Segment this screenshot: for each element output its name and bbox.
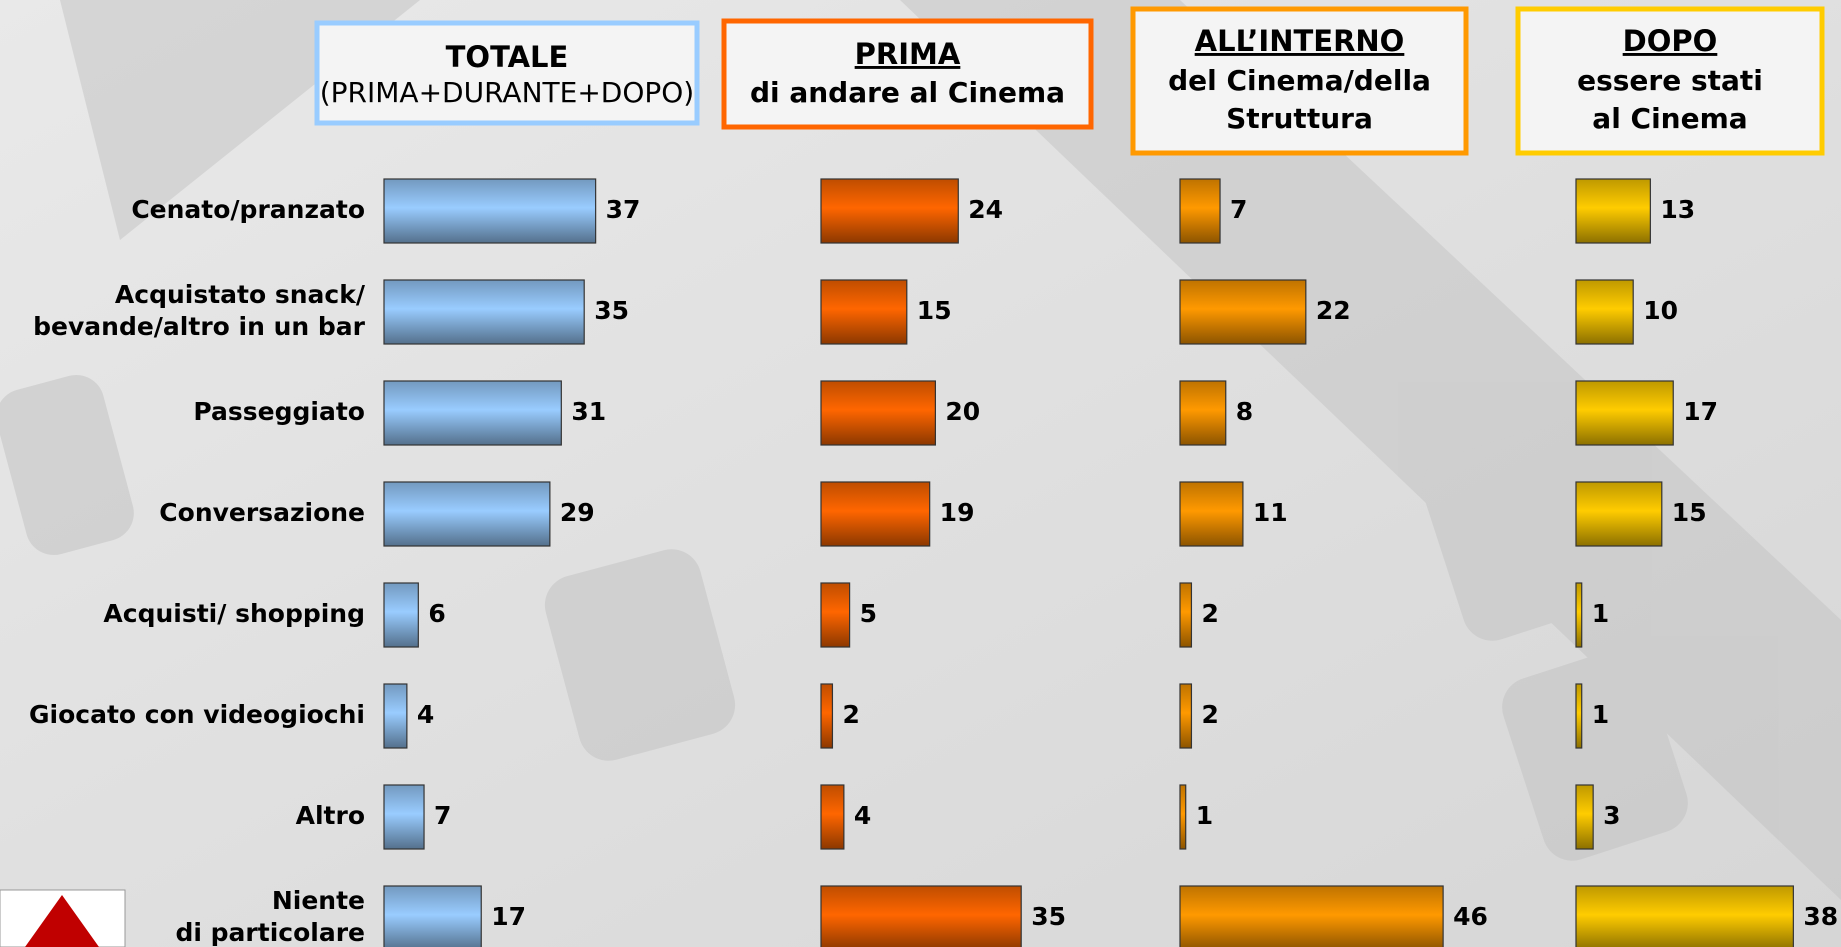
value-label: 13: [1660, 195, 1695, 224]
value-label: 6: [428, 599, 445, 628]
value-label: 8: [1236, 397, 1253, 426]
value-label: 10: [1643, 296, 1678, 325]
bar: [820, 481, 931, 547]
bar: [820, 582, 851, 648]
value-label: 17: [491, 902, 526, 931]
value-label: 19: [940, 498, 975, 527]
value-label: 4: [854, 801, 871, 830]
value-label: 11: [1253, 498, 1288, 527]
bar: [820, 380, 937, 446]
value-label: 4: [417, 700, 434, 729]
category-label: Giocato con videogiochi: [29, 700, 365, 729]
header-title: DOPO: [1623, 24, 1718, 58]
value-label: 2: [1201, 700, 1218, 729]
bar: [1575, 481, 1663, 547]
bar: [383, 582, 419, 648]
value-label: 7: [434, 801, 451, 830]
value-label: 24: [968, 195, 1003, 224]
value-label: 1: [1592, 700, 1609, 729]
value-label: 2: [842, 700, 859, 729]
bar: [383, 481, 551, 547]
bar: [383, 178, 597, 244]
bar: [820, 885, 1022, 947]
bar: [1575, 683, 1583, 749]
header-title: ALL’INTERNO: [1195, 24, 1405, 58]
value-label: 3: [1603, 801, 1620, 830]
logo-mark: [25, 895, 99, 947]
value-label: 22: [1316, 296, 1351, 325]
value-label: 1: [1196, 801, 1213, 830]
value-label: 20: [945, 397, 980, 426]
bar: [1179, 178, 1221, 244]
category-label: Passeggiato: [193, 397, 365, 426]
bar: [1179, 380, 1227, 446]
value-label: 38: [1803, 902, 1838, 931]
bar: [1575, 784, 1594, 850]
header-box: [1130, 6, 1469, 156]
bar: [383, 784, 425, 850]
category-label: Cenato/pranzato: [131, 195, 365, 224]
bar: [1179, 582, 1193, 648]
value-label: 29: [560, 498, 595, 527]
value-label: 1: [1592, 599, 1609, 628]
bar: [1179, 784, 1187, 850]
bar: [1575, 582, 1583, 648]
bar: [820, 683, 834, 749]
value-label: 35: [1031, 902, 1066, 931]
bar: [1179, 481, 1244, 547]
value-label: 15: [1672, 498, 1707, 527]
bar: [383, 683, 408, 749]
value-label: 15: [917, 296, 952, 325]
film-decoration: [0, 0, 1841, 900]
category-label: Acquisti/ shopping: [103, 599, 365, 628]
bar: [383, 885, 482, 947]
header-subtitle: (PRIMA+DURANTE+DOPO): [320, 76, 694, 109]
category-label: Acquistato snack/: [115, 280, 366, 309]
value-label: 46: [1453, 902, 1488, 931]
header-subtitle: al Cinema: [1592, 102, 1747, 135]
header-title: PRIMA: [855, 37, 961, 71]
value-label: 35: [594, 296, 629, 325]
bar: [820, 784, 845, 850]
value-label: 7: [1230, 195, 1247, 224]
value-label: 17: [1683, 397, 1718, 426]
value-label: 37: [606, 195, 641, 224]
bar: [1179, 683, 1193, 749]
bar: [820, 279, 908, 345]
value-label: 2: [1201, 599, 1218, 628]
bar: [1575, 380, 1674, 446]
header-subtitle: essere stati: [1577, 64, 1763, 97]
bar: [383, 279, 585, 345]
category-label: Niente: [272, 886, 365, 915]
category-label: Altro: [296, 801, 365, 830]
value-label: 5: [860, 599, 877, 628]
header-subtitle: del Cinema/della: [1168, 64, 1431, 97]
bar: [383, 380, 562, 446]
bar: [1179, 885, 1444, 947]
header-subtitle: Struttura: [1226, 102, 1373, 135]
bar: [820, 178, 959, 244]
category-label: Conversazione: [159, 498, 365, 527]
category-label: di particolare: [175, 918, 365, 947]
category-label: bevande/altro in un bar: [33, 312, 366, 341]
bar: [1179, 279, 1307, 345]
header-box: [314, 20, 700, 126]
header-subtitle: di andare al Cinema: [750, 76, 1065, 109]
bar: [1575, 279, 1634, 345]
bar: [1575, 178, 1651, 244]
header-box: [1515, 6, 1825, 156]
value-label: 31: [571, 397, 606, 426]
bar: [1575, 885, 1794, 947]
header-box: [721, 18, 1094, 130]
header-title: TOTALE: [446, 40, 569, 74]
